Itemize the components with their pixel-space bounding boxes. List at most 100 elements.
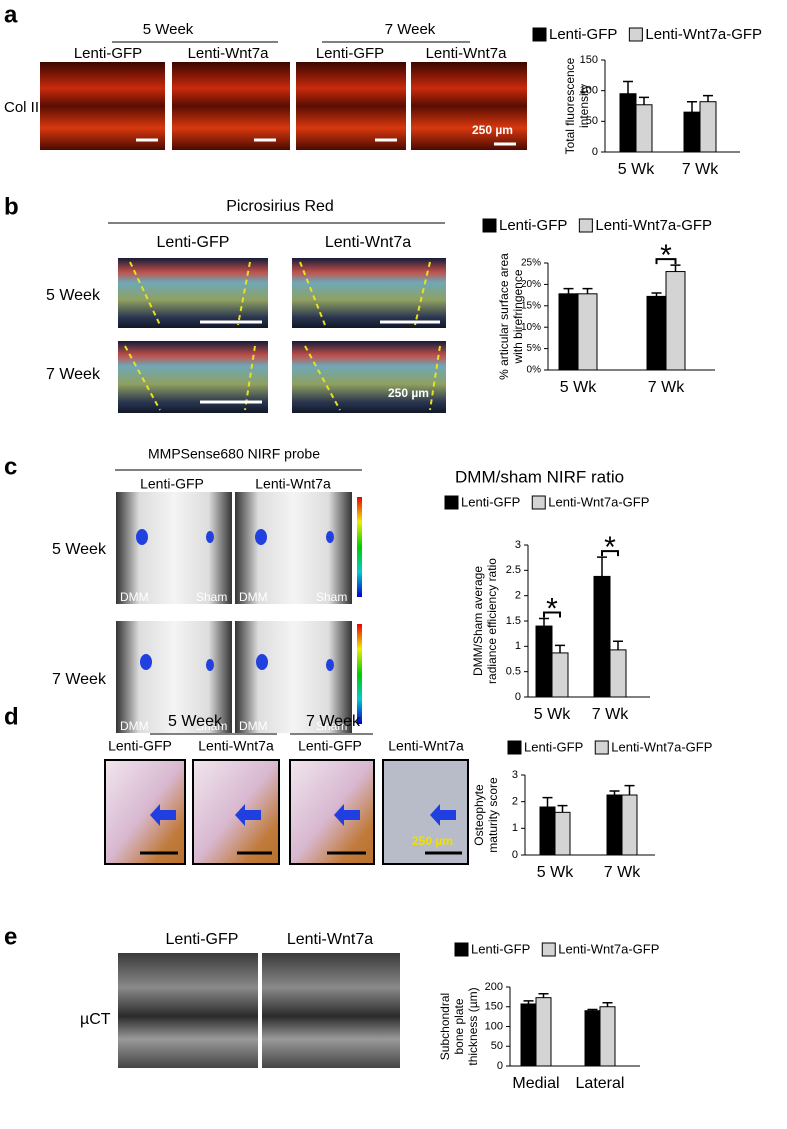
error-bar xyxy=(687,100,697,113)
row-label: µCT xyxy=(80,1011,111,1028)
y-tick-label: 1.5 xyxy=(506,615,521,627)
legend-swatch xyxy=(578,218,593,233)
image-label: Sham xyxy=(196,590,227,604)
y-tick-label: 0 xyxy=(512,849,518,861)
x-tick-label: Medial xyxy=(512,1075,559,1092)
y-tick-label: 0 xyxy=(515,691,521,703)
column-label: Lenti-Wnt7a xyxy=(325,234,411,251)
column-label: Lenti-Wnt7a xyxy=(426,45,508,62)
title: MMPSense680 NIRF probe xyxy=(148,446,320,462)
y-axis-label: with birefringence xyxy=(511,269,525,364)
group-label: 7 Week xyxy=(306,713,361,730)
group-label: 7 Week xyxy=(385,21,436,38)
y-axis-label: DMM/Sham average xyxy=(471,566,485,676)
row-label: 7 Week xyxy=(46,366,101,383)
image xyxy=(118,953,258,1068)
legend-swatch xyxy=(444,495,459,510)
legend-label: Lenti-Wnt7a-GFP xyxy=(548,494,649,509)
y-tick-label: 150 xyxy=(580,54,598,66)
bar xyxy=(599,1006,616,1067)
y-axis-label: radiance efficiency ratio xyxy=(485,558,499,684)
column-label: Lenti-GFP xyxy=(166,931,239,948)
bar xyxy=(621,794,638,856)
bar xyxy=(635,104,653,153)
bar xyxy=(606,794,623,856)
y-tick-label: 0 xyxy=(497,1060,503,1072)
panel-label: c xyxy=(4,453,17,480)
y-tick-label: 20% xyxy=(521,279,541,290)
legend-swatch xyxy=(531,495,546,510)
column-label: Lenti-GFP xyxy=(157,234,230,251)
significance-bracket xyxy=(601,550,619,557)
y-tick-label: 50 xyxy=(586,115,598,127)
bar xyxy=(551,652,569,698)
y-tick-label: 10% xyxy=(521,322,541,333)
arrows xyxy=(150,804,456,826)
legend-label: Lenti-Wnt7a-GFP xyxy=(595,217,712,234)
legend-label: Lenti-Wnt7a-GFP xyxy=(558,941,659,956)
y-tick-label: 1 xyxy=(515,640,521,652)
row-label: 7 Week xyxy=(52,671,107,688)
error-bar xyxy=(542,796,553,807)
y-tick-label: 3 xyxy=(512,769,518,781)
bar xyxy=(609,649,627,698)
error-bar xyxy=(639,96,649,105)
x-tick-label: 5 Wk xyxy=(534,706,571,723)
y-axis-label: Osteophyte xyxy=(472,784,486,846)
column-label: Lenti-GFP xyxy=(140,476,204,492)
legend-label: Lenti-GFP xyxy=(524,739,583,754)
image xyxy=(262,953,400,1068)
image-labels: DMM Sham DMM Sham DMM Sham DMM Sham xyxy=(120,590,347,733)
scale-label: 250 µm xyxy=(412,834,453,848)
significance-mark: * xyxy=(546,592,558,625)
row-label: 5 Week xyxy=(52,541,107,558)
error-bar xyxy=(597,556,607,577)
y-axis-label: Total fluorescence xyxy=(563,57,577,154)
bar xyxy=(535,625,553,698)
mouse-images xyxy=(116,492,362,733)
panel-label: e xyxy=(4,923,17,950)
column-label: Lenti-Wnt7a xyxy=(287,931,373,948)
error-bar xyxy=(609,790,620,795)
row-label: Col II xyxy=(4,99,39,116)
image xyxy=(172,62,290,150)
y-tick-label: 5% xyxy=(527,343,542,354)
image xyxy=(292,341,446,413)
legend-label: Lenti-GFP xyxy=(499,217,567,234)
error-bar xyxy=(557,804,568,813)
column-label: Lenti-Wnt7a xyxy=(188,45,270,62)
bar xyxy=(558,293,579,371)
y-tick-label: 100 xyxy=(485,1020,503,1032)
panel-label: d xyxy=(4,703,19,730)
error-bar xyxy=(703,94,713,102)
image-label: DMM xyxy=(120,719,149,733)
legend-swatch xyxy=(532,27,547,42)
image xyxy=(40,62,165,150)
y-axis-label: % articular surface area xyxy=(497,253,511,380)
y-tick-label: 50 xyxy=(491,1040,503,1052)
bar xyxy=(539,806,556,856)
error-bar xyxy=(613,640,623,650)
column-label: Lenti-GFP xyxy=(108,738,172,754)
y-tick-label: 2.5 xyxy=(506,564,521,576)
image-label: Sham xyxy=(196,719,227,733)
group-label: 5 Week xyxy=(168,713,223,730)
x-tick-label: 5 Wk xyxy=(537,864,574,881)
bar xyxy=(699,101,717,153)
significance-mark: * xyxy=(604,531,616,564)
histology-images xyxy=(104,759,469,865)
chart-title: DMM/sham NIRF ratio xyxy=(455,467,624,486)
legend-swatch xyxy=(594,740,609,755)
column-label: Lenti-Wnt7a xyxy=(198,738,274,754)
bar xyxy=(535,997,552,1067)
y-tick-label: 0% xyxy=(527,365,542,376)
panel-label: b xyxy=(4,193,19,220)
x-tick-label: 7 Wk xyxy=(682,161,719,178)
legend-label: Lenti-GFP xyxy=(471,941,530,956)
image-label: DMM xyxy=(239,719,268,733)
y-tick-label: 0 xyxy=(592,146,598,158)
y-axis-label: thickness (µm) xyxy=(466,987,480,1065)
legend-label: Lenti-Wnt7a-GFP xyxy=(611,739,712,754)
bar xyxy=(593,575,611,698)
